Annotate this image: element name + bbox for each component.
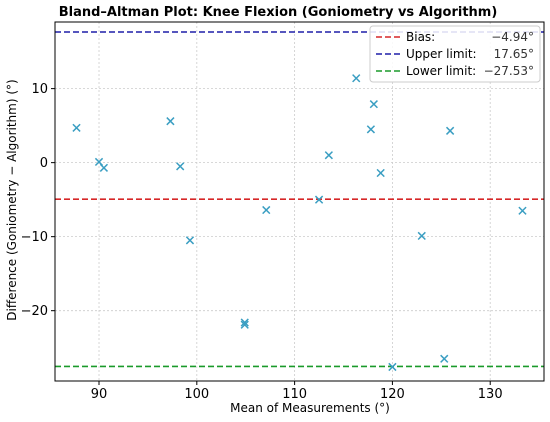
legend-value: 17.65° — [494, 47, 534, 61]
y-axis-label: Difference (Goniometry − Algorithm) (°) — [5, 79, 19, 320]
x-axis-label: Mean of Measurements (°) — [230, 401, 390, 415]
data-point-stroke — [72, 123, 81, 132]
data-point — [240, 320, 249, 329]
data-point — [314, 195, 324, 204]
legend-box — [369, 25, 541, 83]
data-point-stroke — [166, 117, 175, 126]
data-point — [176, 162, 185, 171]
y-tick-label: 0 — [40, 156, 48, 171]
data-point-stroke — [240, 318, 249, 327]
legend-value: −4.94° — [491, 30, 534, 44]
data-point-stroke — [445, 126, 455, 135]
y-tick-label: −20 — [21, 304, 48, 319]
data-point — [72, 123, 81, 132]
data-point-stroke — [518, 206, 527, 215]
data-point-stroke — [369, 100, 378, 109]
data-point-stroke — [324, 151, 333, 160]
legend-label: Bias: — [406, 30, 435, 44]
y-tick-label: 10 — [31, 82, 48, 97]
data-point — [262, 205, 271, 215]
x-tick-label: 110 — [282, 387, 307, 402]
data-point — [388, 362, 397, 372]
data-point-stroke — [176, 162, 185, 171]
data-point — [166, 117, 175, 126]
x-tick-label: 100 — [184, 387, 209, 402]
legend-label: Upper limit: — [406, 47, 477, 61]
legend-label: Lower limit: — [406, 64, 476, 78]
data-point — [417, 231, 426, 241]
data-point-stroke — [417, 231, 426, 241]
data-point — [185, 236, 195, 245]
data-point-stroke — [99, 163, 109, 172]
data-point — [366, 125, 376, 134]
data-points — [72, 74, 527, 372]
data-point — [369, 100, 378, 109]
data-point-stroke — [262, 205, 271, 215]
data-point — [99, 163, 109, 172]
data-point — [324, 151, 333, 160]
data-point-stroke — [314, 195, 324, 204]
data-point-stroke — [185, 236, 195, 245]
data-point-stroke — [440, 354, 449, 363]
x-tick-label: 130 — [478, 387, 503, 402]
plot-frame — [54, 21, 545, 382]
data-point-stroke — [388, 362, 397, 372]
grid-lines — [55, 22, 544, 381]
chart-title: Bland–Altman Plot: Knee Flexion (Goniome… — [59, 5, 498, 20]
data-point — [240, 318, 249, 327]
data-point-stroke — [352, 74, 361, 83]
x-tick-label: 90 — [91, 387, 108, 402]
data-point-stroke — [376, 168, 385, 178]
legend-value: −27.53° — [484, 64, 534, 78]
data-point — [440, 354, 449, 363]
data-point — [376, 168, 385, 178]
x-tick-label: 120 — [380, 387, 405, 402]
data-point — [352, 74, 361, 83]
data-point-stroke — [240, 320, 249, 329]
y-tick-label: −10 — [21, 230, 48, 245]
data-point — [518, 206, 527, 215]
data-point — [445, 126, 455, 135]
axis-ticks: 90 100 110 120 130 −20 −10 0 10 — [21, 82, 503, 402]
data-point-stroke — [366, 125, 376, 134]
data-point-stroke — [94, 157, 104, 167]
legend: Bias: −4.94° Upper limit: 17.65° Lower limit… — [369, 25, 541, 83]
